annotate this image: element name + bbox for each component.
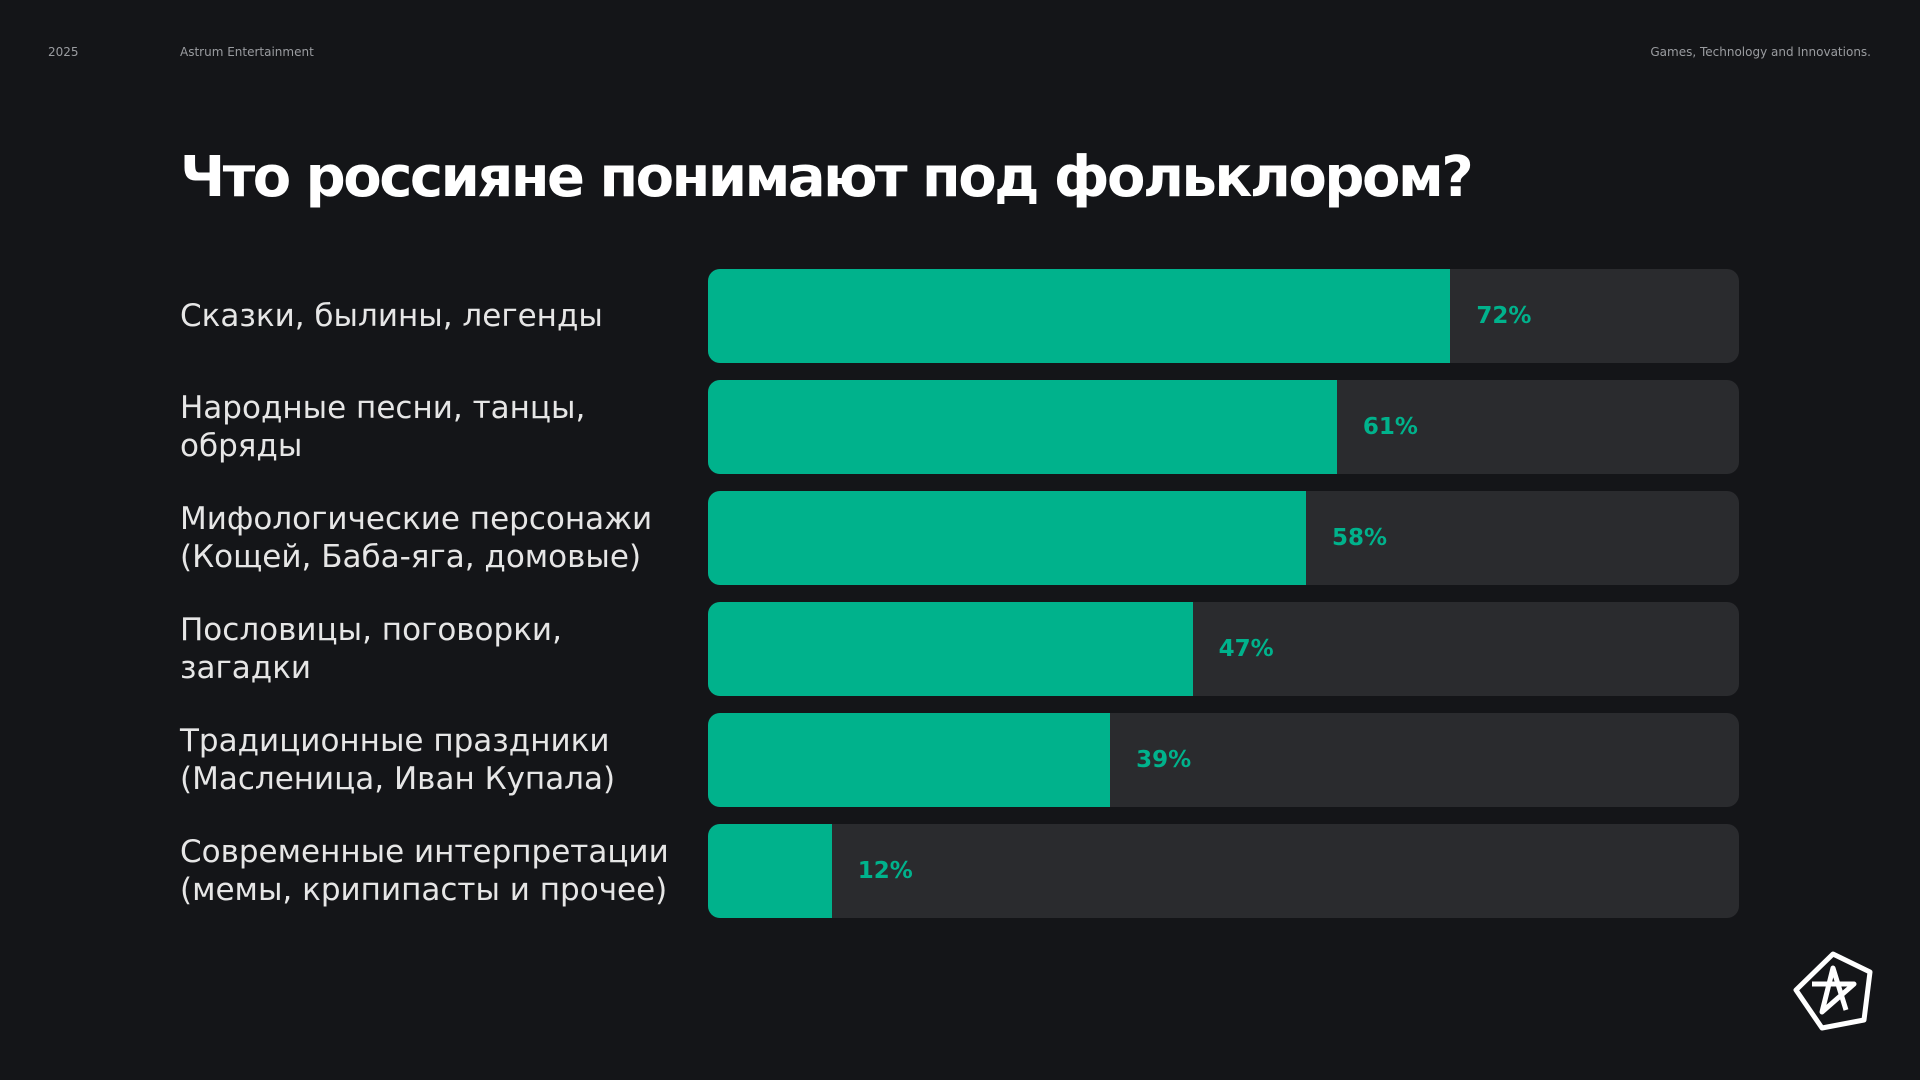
bar <box>708 824 832 918</box>
company: Astrum Entertainment <box>180 45 314 59</box>
logo <box>1793 951 1873 1031</box>
value-label: 61% <box>1362 414 1418 440</box>
bar <box>708 491 1306 585</box>
bar-track <box>708 713 1739 807</box>
category-label: Традиционные праздники (Масленица, Иван … <box>180 723 616 797</box>
category-label: Пословицы, поговорки, загадки <box>180 612 562 686</box>
tagline: Games, Technology and Innovations. <box>1650 45 1871 59</box>
bar <box>708 602 1193 696</box>
bar <box>708 380 1337 474</box>
bar <box>708 713 1111 807</box>
year: 2025 <box>48 45 79 59</box>
bar-track <box>708 602 1739 696</box>
bar <box>708 269 1451 363</box>
category-label: Современные интерпретации (мемы, крипипа… <box>180 834 669 908</box>
value-label: 39% <box>1136 747 1192 773</box>
bar-track <box>708 824 1739 918</box>
bar-track <box>708 380 1739 474</box>
category-label: Мифологические персонажи (Кощей, Баба-яг… <box>180 501 653 575</box>
category-label: Сказки, былины, легенды <box>180 298 603 334</box>
value-label: 47% <box>1218 636 1274 662</box>
category-label: Народные песни, танцы, обряды <box>180 390 586 464</box>
value-label: 72% <box>1476 303 1532 329</box>
bar-track <box>708 269 1739 363</box>
value-label: 12% <box>857 858 913 884</box>
bar-track <box>708 491 1739 585</box>
value-label: 58% <box>1331 525 1388 551</box>
chart-title: Что россияне понимают под фольклором? <box>180 145 1474 210</box>
